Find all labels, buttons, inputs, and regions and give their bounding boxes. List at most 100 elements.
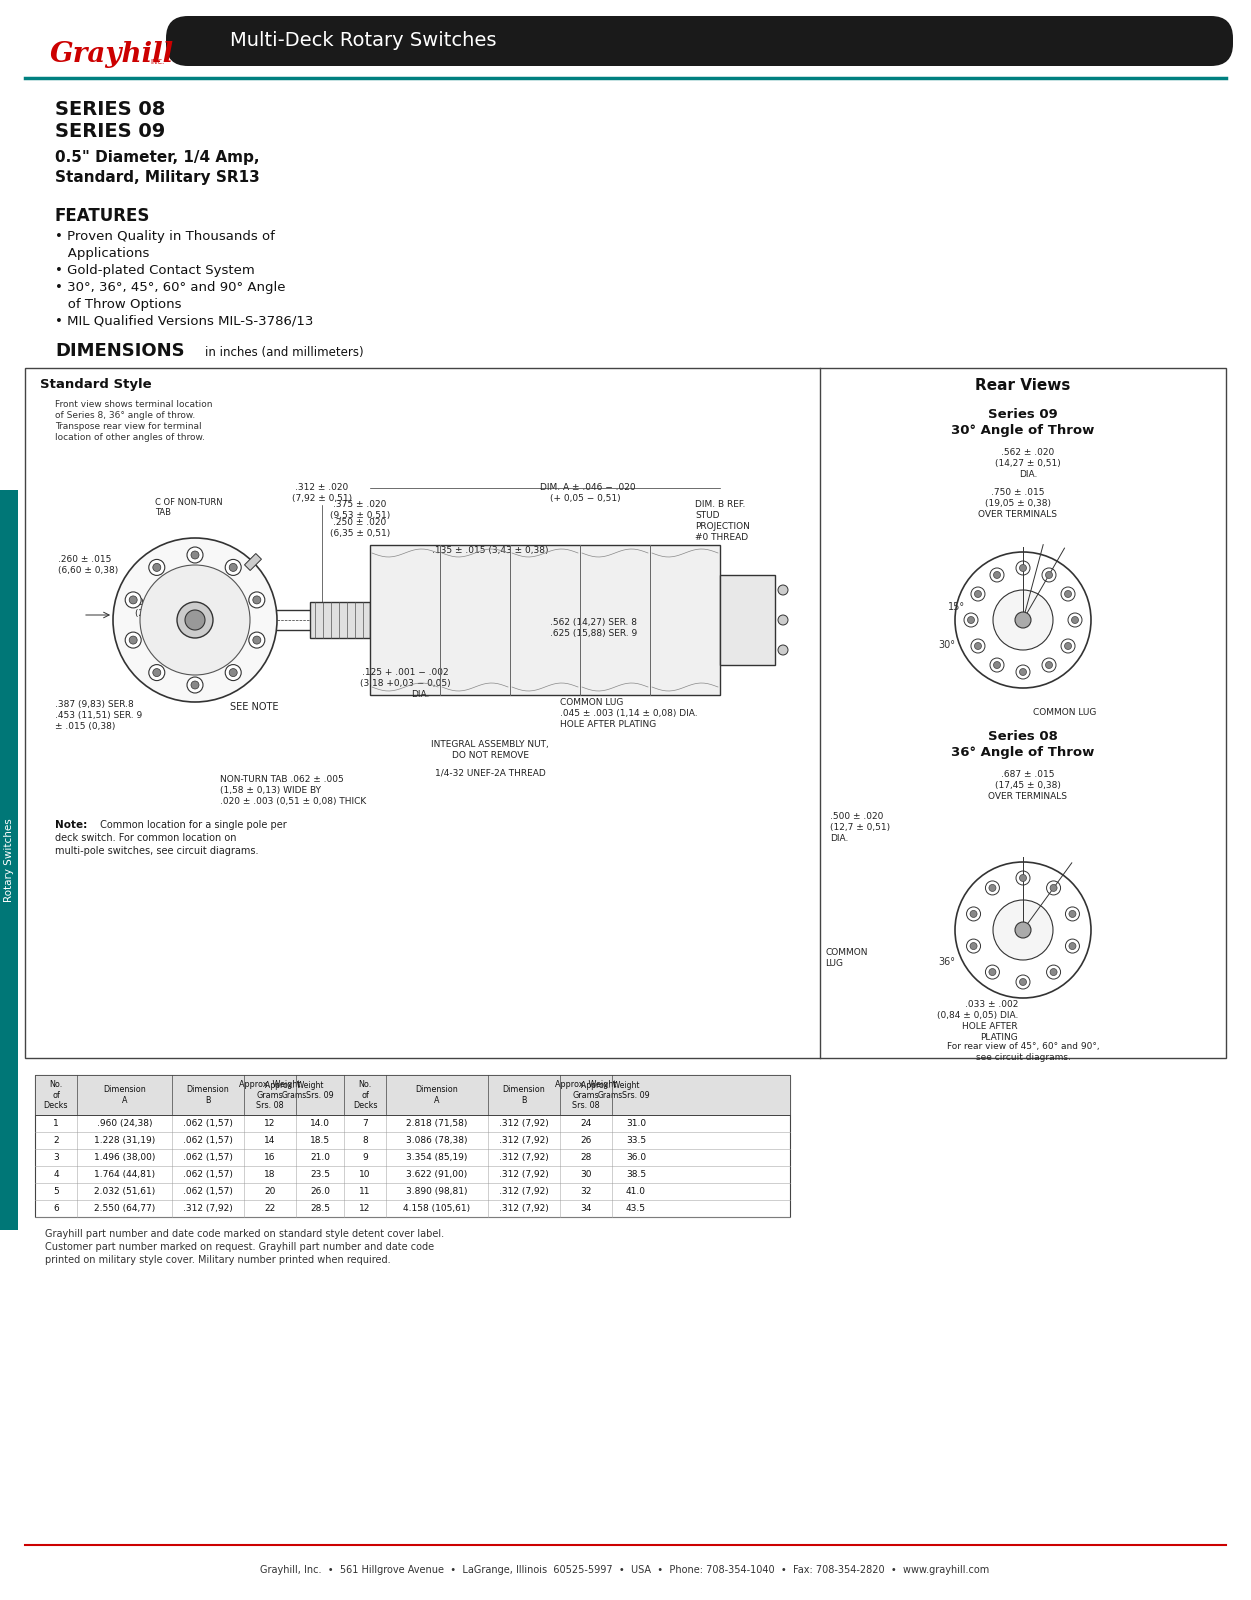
Circle shape	[970, 942, 977, 949]
Text: 1.764 (44,81): 1.764 (44,81)	[94, 1170, 155, 1179]
Text: .687 ± .015: .687 ± .015	[1001, 770, 1055, 779]
Text: Dimension
A: Dimension A	[415, 1085, 458, 1104]
Text: multi-pole switches, see circuit diagrams.: multi-pole switches, see circuit diagram…	[55, 846, 259, 856]
Text: DIA.: DIA.	[829, 834, 848, 843]
Text: 26: 26	[580, 1136, 592, 1146]
Text: 6: 6	[53, 1203, 59, 1213]
Text: TAB: TAB	[155, 509, 171, 517]
Text: .062 (1,57): .062 (1,57)	[183, 1187, 233, 1197]
Text: Approx. Weight
Grams
Srs. 08: Approx. Weight Grams Srs. 08	[239, 1080, 300, 1110]
Text: (2,38 ± 0,25): (2,38 ± 0,25)	[135, 610, 195, 618]
Circle shape	[955, 552, 1091, 688]
Circle shape	[129, 595, 138, 603]
Circle shape	[990, 885, 996, 891]
Text: STUD: STUD	[696, 510, 719, 520]
Text: .312 (7,92): .312 (7,92)	[499, 1203, 549, 1213]
Text: NON-TURN TAB .062 ± .005: NON-TURN TAB .062 ± .005	[220, 774, 344, 784]
Text: (19,05 ± 0,38): (19,05 ± 0,38)	[985, 499, 1051, 509]
Text: .312 (7,92): .312 (7,92)	[499, 1136, 549, 1146]
Text: .387 (9,83) SER.8: .387 (9,83) SER.8	[55, 701, 134, 709]
Text: • Proven Quality in Thousands of: • Proven Quality in Thousands of	[55, 230, 275, 243]
Text: .960 (24,38): .960 (24,38)	[96, 1118, 153, 1128]
Circle shape	[1042, 568, 1056, 582]
Text: 1/4-32 UNEF-2A THREAD: 1/4-32 UNEF-2A THREAD	[434, 768, 545, 778]
Text: • 30°, 36°, 45°, 60° and 90° Angle: • 30°, 36°, 45°, 60° and 90° Angle	[55, 282, 285, 294]
Circle shape	[125, 592, 141, 608]
Text: No.
of
Decks: No. of Decks	[44, 1080, 69, 1110]
Text: Grayhill part number and date code marked on standard style detent cover label.: Grayhill part number and date code marke…	[45, 1229, 444, 1238]
Text: 18: 18	[264, 1170, 275, 1179]
Circle shape	[1015, 611, 1031, 627]
Text: SERIES 09: SERIES 09	[55, 122, 165, 141]
Circle shape	[153, 563, 161, 571]
Text: Srs. 09: Srs. 09	[306, 1091, 334, 1099]
Circle shape	[140, 565, 250, 675]
Circle shape	[1065, 590, 1072, 597]
Text: 43.5: 43.5	[626, 1203, 646, 1213]
Circle shape	[1016, 870, 1030, 885]
Text: 12: 12	[264, 1118, 275, 1128]
Text: 2: 2	[54, 1136, 59, 1146]
Text: .135 ± .015 (3,43 ± 0,38): .135 ± .015 (3,43 ± 0,38)	[432, 546, 548, 555]
Circle shape	[1016, 666, 1030, 678]
Circle shape	[229, 669, 238, 677]
Bar	[370, 546, 721, 694]
Text: Multi-Deck Rotary Switches: Multi-Deck Rotary Switches	[230, 32, 497, 51]
Text: OVER TERMINALS: OVER TERMINALS	[978, 510, 1057, 518]
Circle shape	[1066, 907, 1080, 922]
Circle shape	[186, 677, 203, 693]
Text: 4: 4	[54, 1170, 59, 1179]
Text: Front view shows terminal location: Front view shows terminal location	[55, 400, 213, 410]
Text: (14,27 ± 0,51): (14,27 ± 0,51)	[995, 459, 1061, 467]
Text: 23.5: 23.5	[310, 1170, 330, 1179]
Circle shape	[778, 586, 788, 595]
Circle shape	[975, 590, 982, 597]
Text: DIM. B REF.: DIM. B REF.	[696, 499, 746, 509]
Circle shape	[1047, 882, 1061, 894]
Text: ± .015 (0,38): ± .015 (0,38)	[55, 722, 115, 731]
Circle shape	[229, 563, 238, 571]
Circle shape	[993, 899, 1053, 960]
Text: .260 ± .015: .260 ± .015	[58, 555, 111, 565]
Text: .094 ± .010: .094 ± .010	[135, 598, 189, 606]
Circle shape	[1061, 638, 1075, 653]
Circle shape	[149, 664, 165, 680]
Circle shape	[955, 862, 1091, 998]
Circle shape	[1068, 910, 1076, 917]
Circle shape	[970, 910, 977, 917]
Bar	[25, 368, 1226, 1058]
Circle shape	[971, 638, 985, 653]
Circle shape	[778, 614, 788, 626]
Text: 31.0: 31.0	[626, 1118, 646, 1128]
Circle shape	[967, 907, 981, 922]
Text: .562 ± .020: .562 ± .020	[1001, 448, 1055, 458]
Text: .625 (15,88) SER. 9: .625 (15,88) SER. 9	[550, 629, 637, 638]
Circle shape	[1068, 613, 1082, 627]
Text: 32: 32	[580, 1187, 592, 1197]
Circle shape	[186, 547, 203, 563]
Text: Grayhill: Grayhill	[50, 42, 174, 69]
Text: Note:: Note:	[55, 819, 88, 830]
Text: .062 (1,57): .062 (1,57)	[183, 1118, 233, 1128]
Bar	[35, 1075, 789, 1115]
Circle shape	[993, 571, 1001, 579]
Text: Dimension
B: Dimension B	[503, 1085, 545, 1104]
Text: COMMON LUG: COMMON LUG	[1033, 707, 1096, 717]
Text: • MIL Qualified Versions MIL-S-3786/13: • MIL Qualified Versions MIL-S-3786/13	[55, 315, 313, 328]
Text: No.
of
Decks: No. of Decks	[353, 1080, 378, 1110]
Text: .312 ± .020: .312 ± .020	[295, 483, 349, 493]
Text: 3.622 (91,00): 3.622 (91,00)	[407, 1170, 468, 1179]
Circle shape	[986, 882, 1000, 894]
Circle shape	[1046, 661, 1052, 669]
Text: 36°: 36°	[938, 957, 955, 966]
Text: Series 08: Series 08	[988, 730, 1058, 742]
Text: PLATING: PLATING	[981, 1034, 1018, 1042]
Text: 14: 14	[264, 1136, 275, 1146]
Text: 15°: 15°	[948, 602, 965, 611]
Circle shape	[191, 682, 199, 690]
Text: DO NOT REMOVE: DO NOT REMOVE	[452, 750, 528, 760]
Circle shape	[1020, 875, 1027, 882]
Circle shape	[990, 658, 1005, 672]
Text: 26.0: 26.0	[310, 1187, 330, 1197]
Bar	[310, 602, 370, 638]
